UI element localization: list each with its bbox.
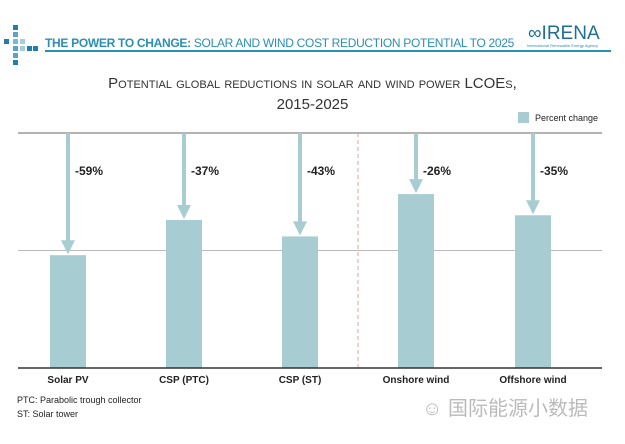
irena-logo: ∞IRENA	[528, 23, 600, 44]
arrow-head-0	[61, 240, 75, 255]
note-ptc: PTC: Parabolic trough collector	[17, 395, 142, 405]
arrow-head-2	[293, 221, 307, 236]
note-st: ST: Solar tower	[17, 409, 79, 419]
arrow-shaft-2	[298, 133, 302, 223]
category-label-3: Onshore wind	[383, 375, 450, 386]
arrow-shaft-4	[531, 133, 535, 202]
header-rule	[45, 50, 611, 52]
data-label-2: -43%	[307, 164, 335, 178]
legend-label: Percent change	[535, 112, 599, 123]
data-label-1: -37%	[191, 164, 219, 178]
data-label-3: -26%	[423, 164, 451, 178]
category-label-1: CSP (PTC)	[159, 375, 209, 386]
legend: Percent change	[518, 112, 598, 123]
data-label-4: -35%	[540, 164, 568, 178]
bar-3	[398, 194, 434, 368]
arrow-shaft-3	[414, 133, 418, 181]
bar-2	[282, 236, 318, 368]
irena-logo-subtitle: International Renewable Energy Agency	[527, 43, 599, 48]
category-label-0: Solar PV	[47, 375, 88, 386]
report-header: THE POWER TO CHANGE: SOLAR AND WIND COST…	[45, 36, 515, 50]
brand-squares-icon	[0, 22, 40, 72]
arrow-head-4	[526, 200, 540, 215]
legend-swatch	[518, 112, 529, 123]
bar-1	[166, 219, 202, 368]
arrow-head-1	[177, 204, 191, 219]
category-label-2: CSP (ST)	[279, 375, 322, 386]
arrow-shaft-0	[66, 133, 70, 242]
data-label-0: -59%	[75, 164, 103, 178]
bar-0	[50, 255, 86, 368]
watermark: ☺ 国际能源小数据	[422, 398, 588, 420]
arrow-shaft-1	[182, 133, 186, 206]
bar-4	[515, 215, 551, 368]
category-label-4: Offshore wind	[499, 375, 566, 386]
chart-title: Potential global reductions in solar and…	[108, 75, 517, 113]
arrow-head-3	[409, 179, 423, 194]
